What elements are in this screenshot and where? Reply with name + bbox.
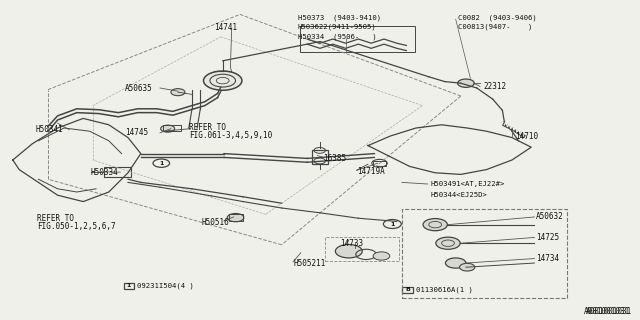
Circle shape	[460, 263, 475, 271]
Text: 14710: 14710	[515, 132, 538, 140]
Text: A081001031: A081001031	[584, 307, 630, 316]
Text: 14733: 14733	[340, 239, 364, 248]
Text: 14741: 14741	[214, 23, 237, 32]
Text: A50632: A50632	[536, 212, 564, 221]
Text: C0082  (9403-9406): C0082 (9403-9406)	[458, 14, 536, 21]
Text: 09231I504(4 ): 09231I504(4 )	[137, 283, 194, 289]
Text: 1: 1	[127, 283, 131, 288]
Text: B: B	[405, 287, 410, 292]
Circle shape	[373, 252, 390, 260]
Text: H50334: H50334	[91, 168, 118, 177]
Text: 22312: 22312	[483, 82, 506, 91]
Text: H50516: H50516	[202, 218, 229, 227]
Text: H503491<AT,EJ22#>: H503491<AT,EJ22#>	[430, 181, 504, 187]
Circle shape	[445, 258, 466, 268]
Text: REFER TO: REFER TO	[189, 123, 226, 132]
Text: 01130616A(1 ): 01130616A(1 )	[416, 287, 473, 293]
Bar	[312, 150, 328, 164]
Text: 14745: 14745	[125, 128, 148, 137]
Bar	[229, 214, 243, 221]
Text: A081001031: A081001031	[586, 307, 632, 316]
Text: 1: 1	[390, 221, 394, 227]
Text: H50373  (9403-9410): H50373 (9403-9410)	[298, 14, 381, 21]
Circle shape	[335, 244, 362, 258]
Circle shape	[458, 79, 474, 87]
Bar	[104, 167, 131, 177]
Text: H50341: H50341	[35, 125, 63, 134]
Bar	[163, 125, 181, 131]
Circle shape	[171, 89, 185, 96]
Text: H503622(9411-9505): H503622(9411-9505)	[298, 24, 376, 30]
Text: FIG.050-1,2,5,6,7: FIG.050-1,2,5,6,7	[37, 222, 116, 231]
Text: H50334  (9506-   ): H50334 (9506- )	[298, 34, 376, 40]
Text: REFER TO: REFER TO	[37, 214, 74, 223]
Circle shape	[423, 219, 447, 231]
Text: 16385: 16385	[323, 154, 346, 163]
Text: 1: 1	[159, 161, 163, 166]
Circle shape	[227, 213, 244, 222]
Text: 14725: 14725	[536, 233, 559, 242]
Bar	[402, 287, 413, 293]
Text: A50635: A50635	[125, 84, 152, 92]
Circle shape	[161, 125, 175, 132]
Text: 14719A: 14719A	[357, 167, 385, 176]
Text: H505211: H505211	[293, 259, 326, 268]
Circle shape	[204, 71, 242, 90]
Text: FIG.061-3,4,5,9,10: FIG.061-3,4,5,9,10	[189, 131, 272, 140]
Text: H50344<EJ25D>: H50344<EJ25D>	[430, 192, 487, 197]
Circle shape	[436, 237, 460, 249]
Bar	[373, 161, 386, 166]
Text: C00813(9407-    ): C00813(9407- )	[458, 24, 532, 30]
Bar	[124, 283, 134, 289]
Bar	[300, 26, 415, 52]
Text: 14734: 14734	[536, 254, 559, 263]
